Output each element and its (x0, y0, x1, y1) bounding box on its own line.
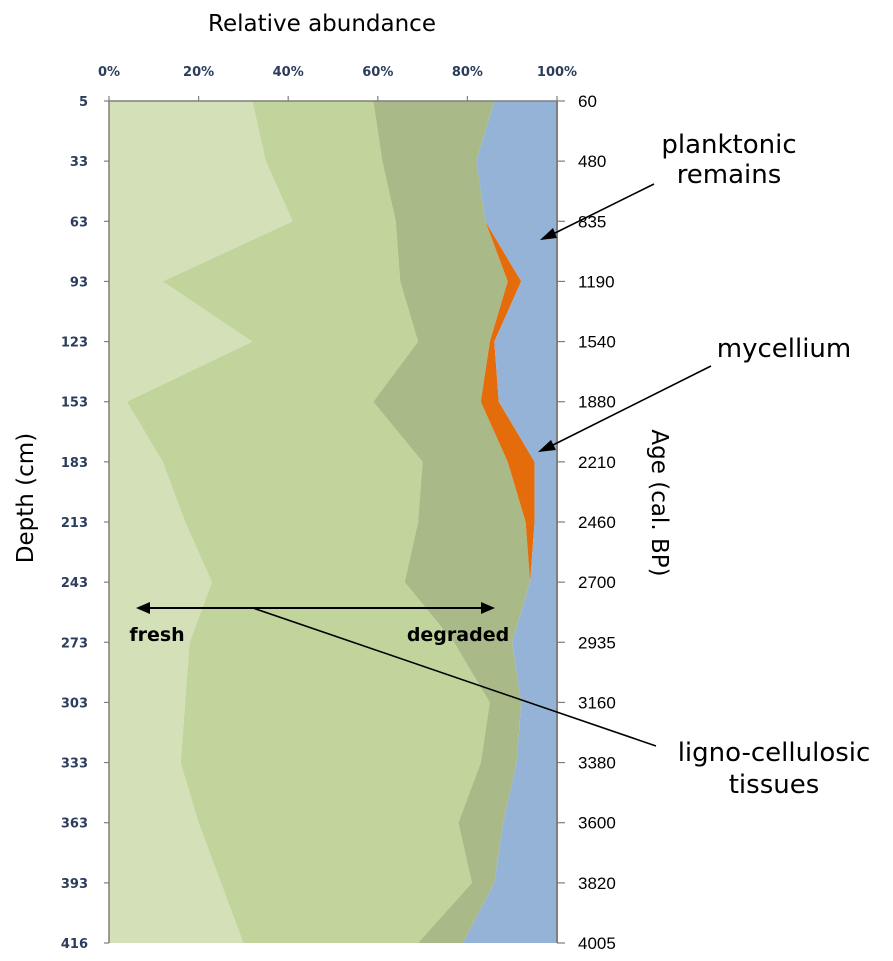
degraded-arrow-head (481, 602, 495, 614)
depth-tick-label: 153 (61, 396, 88, 411)
ligno-pointer-line (252, 607, 657, 747)
annotation-mycellium: mycellium (717, 334, 851, 364)
age-tick-label: 3380 (578, 754, 616, 773)
age-tick-label: 2700 (578, 573, 616, 592)
x-tick-label: 0% (98, 65, 120, 80)
age-tick-label: 1190 (578, 272, 615, 291)
age-tick-label: 835 (578, 212, 606, 231)
annotation-degraded: degraded (407, 624, 509, 646)
area-series-3 (373, 101, 531, 943)
age-tick-label: 480 (578, 152, 606, 171)
planktonic-arrow-head (540, 228, 557, 240)
annotation-planktonic-line2: remains (677, 160, 782, 190)
depth-tick-label: 303 (61, 696, 88, 711)
planktonic-arrow-line (548, 183, 655, 237)
depth-tick-label: 63 (70, 215, 88, 230)
stacked-areas (109, 101, 557, 943)
depth-tick-label: 273 (61, 636, 88, 651)
fresh-arrow-head (136, 602, 150, 614)
depth-tick-label: 333 (61, 757, 88, 772)
age-tick-label: 60 (578, 92, 597, 111)
x-tick-label: 20% (183, 65, 214, 80)
x-tick-label: 40% (273, 65, 304, 80)
annotation-ligno-line2: tissues (729, 770, 820, 800)
age-tick-label: 3160 (578, 693, 616, 712)
depth-tick-label: 33 (70, 155, 88, 170)
mycellium-arrow-line (548, 365, 712, 448)
annotation-ligno-line1: ligno-cellulosic (678, 738, 871, 768)
depth-tick-label: 93 (70, 275, 88, 290)
x-tick-label: 60% (362, 65, 393, 80)
depth-tick-label: 123 (61, 336, 88, 351)
depth-tick-label: 213 (61, 516, 88, 531)
y2-axis-title: Age (cal. BP) (646, 429, 672, 576)
depth-tick-label: 243 (61, 576, 88, 591)
axes (104, 96, 565, 944)
area-series-5 (462, 101, 557, 943)
annotation-fresh: fresh (129, 624, 184, 646)
age-tick-label: 1880 (578, 393, 616, 412)
area-series-2 (126, 101, 490, 943)
y-axis-title: Depth (cm) (13, 433, 39, 563)
age-tick-label: 2935 (578, 633, 616, 652)
mycellium-arrow-head (538, 440, 556, 452)
x-axis-title: Relative abundance (208, 11, 436, 37)
depth-tick-label: 363 (61, 817, 88, 832)
annotations: planktonic remains mycellium fresh degra… (129, 130, 870, 800)
age-tick-label: 3600 (578, 814, 616, 833)
age-tick-label: 1540 (578, 333, 616, 352)
depth-tick-label: 416 (61, 937, 88, 952)
annotation-planktonic-line1: planktonic (661, 130, 796, 160)
age-tick-label: 2210 (578, 453, 616, 472)
depth-tick-label: 393 (61, 877, 88, 892)
tick-labels: 0% 20% 40% 60% 80% 100% 5 60 33 480 63 835 93 1190 123… (61, 65, 616, 953)
depth-tick-label: 5 (79, 95, 88, 110)
age-tick-label: 4005 (578, 934, 616, 953)
depth-tick-label: 183 (61, 456, 88, 471)
x-tick-label: 80% (452, 65, 483, 80)
age-tick-label: 3820 (578, 874, 616, 893)
area-series-1 (109, 101, 293, 943)
age-tick-label: 2460 (578, 513, 616, 532)
x-tick-label: 100% (537, 65, 577, 80)
